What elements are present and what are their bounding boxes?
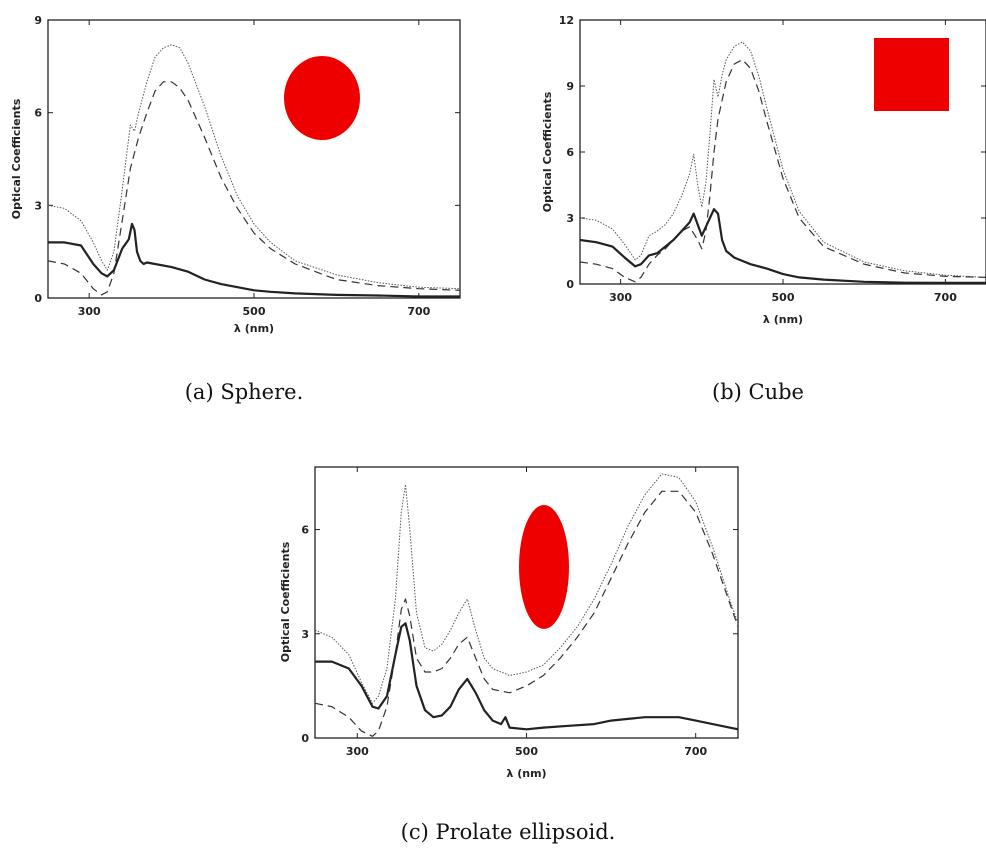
series-line-dashed	[315, 490, 738, 737]
x-tick-label: 700	[407, 305, 430, 318]
chart-panel-c: 300 500 700 0 3 6 λ (nm) Optical Coefficients	[279, 466, 739, 780]
x-axis-label: λ (nm)	[506, 767, 546, 780]
y-tick-label: 0	[301, 732, 309, 745]
x-tick-label: 300	[346, 745, 369, 758]
x-tick-label: 700	[934, 291, 957, 304]
series-line-dashed	[580, 59, 986, 283]
series-line-dotted	[48, 44, 460, 290]
x-tick-label: 300	[609, 291, 632, 304]
x-tick-label: 300	[78, 305, 101, 318]
caption-c: (c) Prolate ellipsoid.	[401, 820, 616, 844]
cube-shape-icon	[874, 38, 949, 111]
x-tick-label: 700	[684, 745, 707, 758]
y-tick-label: 9	[566, 80, 574, 93]
y-tick-label: 0	[34, 292, 42, 305]
y-tick-label: 12	[559, 14, 574, 27]
series-line-solid	[48, 222, 460, 298]
y-tick-label: 3	[34, 199, 42, 212]
x-tick-label: 500	[772, 291, 795, 304]
y-tick-label: 6	[566, 146, 574, 159]
y-tick-label: 3	[301, 628, 309, 641]
y-tick-label: 0	[566, 278, 574, 291]
y-axis-label: Optical Coefficients	[10, 98, 23, 219]
x-axis-label: λ (nm)	[763, 313, 803, 326]
y-axis-label: Optical Coefficients	[541, 91, 554, 212]
x-tick-label: 500	[243, 305, 266, 318]
y-tick-label: 3	[566, 212, 574, 225]
prolate-ellipsoid-shape-icon	[519, 505, 569, 629]
caption-a: (a) Sphere.	[185, 380, 304, 404]
x-tick-label: 500	[515, 745, 538, 758]
y-tick-label: 9	[34, 14, 42, 27]
series-line-dashed	[48, 81, 460, 296]
x-axis-label: λ (nm)	[234, 322, 274, 335]
series-line-dotted	[315, 473, 738, 704]
y-tick-label: 6	[34, 107, 42, 120]
y-axis-label: Optical Coefficients	[279, 541, 292, 662]
sphere-shape-icon	[284, 56, 360, 140]
y-tick-label: 6	[301, 524, 309, 537]
chart-panel-a: 300 500 700 0 3 6 9 λ (nm) Optical Coefficients	[10, 14, 461, 335]
caption-b: (b) Cube	[712, 380, 804, 404]
series-line-solid	[580, 208, 986, 284]
series-line-dotted	[580, 41, 986, 278]
plot-frame	[47, 19, 461, 299]
chart-panel-b: 300 500 700 0 3 6 9 12 λ (nm) Optical Coefficient…	[541, 14, 986, 326]
series-line-solid	[315, 622, 738, 731]
